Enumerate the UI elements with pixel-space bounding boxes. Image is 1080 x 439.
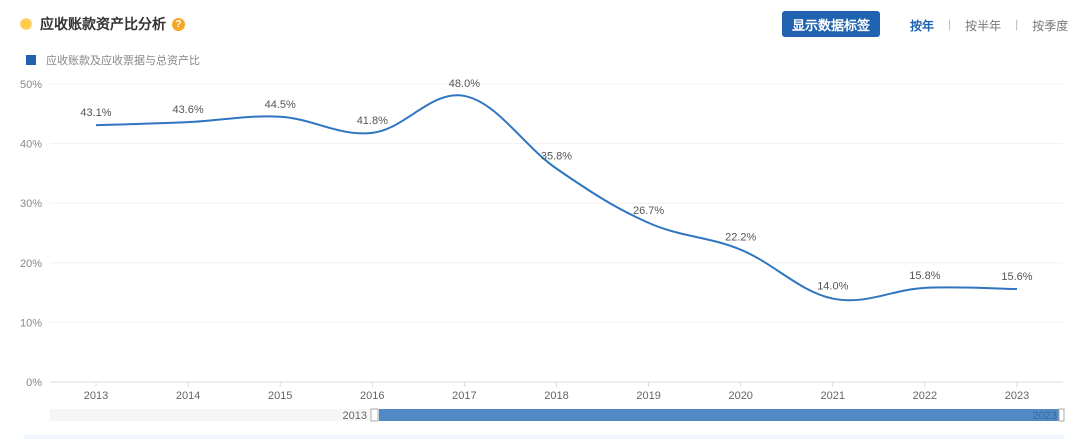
slider-start-label: 2013	[343, 410, 367, 422]
divider: |	[1015, 17, 1019, 31]
slider-range[interactable]	[379, 409, 1060, 421]
y-tick-label: 0%	[26, 377, 42, 389]
slider-handle-right[interactable]	[1058, 408, 1065, 422]
x-tick-label: 2017	[452, 390, 476, 402]
data-label: 43.1%	[80, 107, 111, 119]
show-data-labels-button[interactable]: 显示数据标签	[782, 11, 880, 37]
help-icon[interactable]: ?	[172, 17, 185, 31]
period-switch: 按年 | 按半年 | 按季度	[910, 17, 1068, 34]
x-tick-label: 2013	[84, 390, 108, 402]
data-label: 15.8%	[909, 270, 940, 282]
divider: |	[948, 17, 952, 31]
x-tick-label: 2019	[636, 390, 660, 402]
x-tick-label: 2015	[268, 390, 292, 402]
data-label: 14.0%	[817, 281, 848, 293]
x-tick-label: 2018	[544, 390, 568, 402]
legend-label: 应收账款及应收票据与总资产比	[46, 55, 200, 67]
x-tick-label: 2016	[360, 390, 384, 402]
data-label: 44.5%	[265, 99, 296, 111]
period-quarter[interactable]: 按季度	[1032, 19, 1069, 33]
y-tick-label: 20%	[20, 258, 42, 270]
y-tick-label: 40%	[20, 139, 42, 151]
x-tick-label: 2021	[821, 390, 845, 402]
data-label: 26.7%	[633, 205, 664, 217]
y-tick-label: 30%	[20, 198, 42, 210]
y-tick-label: 10%	[20, 317, 42, 329]
data-label: 48.0%	[449, 78, 480, 90]
slider-end-label: 2023	[1033, 410, 1057, 422]
data-label: 22.2%	[725, 232, 756, 244]
period-year[interactable]: 按年	[910, 19, 935, 33]
y-tick-label: 50%	[20, 79, 42, 91]
x-tick-label: 2014	[176, 390, 200, 402]
data-label: 43.6%	[172, 104, 203, 116]
x-tick-label: 2022	[913, 390, 937, 402]
legend-item[interactable]: 应收账款及应收票据与总资产比	[26, 52, 200, 68]
slider-handle-left[interactable]	[370, 408, 379, 422]
title-dot-icon	[20, 18, 32, 30]
series-line	[95, 94, 1018, 302]
bottom-panel-edge	[24, 435, 1064, 439]
x-tick-label: 2023	[1005, 390, 1029, 402]
period-half-year[interactable]: 按半年	[965, 19, 1002, 33]
data-label: 35.8%	[541, 151, 572, 163]
chart-title: 应收账款资产比分析	[40, 16, 166, 32]
data-label: 15.6%	[1001, 271, 1032, 283]
legend-swatch	[26, 55, 36, 65]
x-tick-label: 2020	[728, 390, 752, 402]
data-label: 41.8%	[357, 115, 388, 127]
chart-header: 应收账款资产比分析 ?	[20, 14, 185, 34]
